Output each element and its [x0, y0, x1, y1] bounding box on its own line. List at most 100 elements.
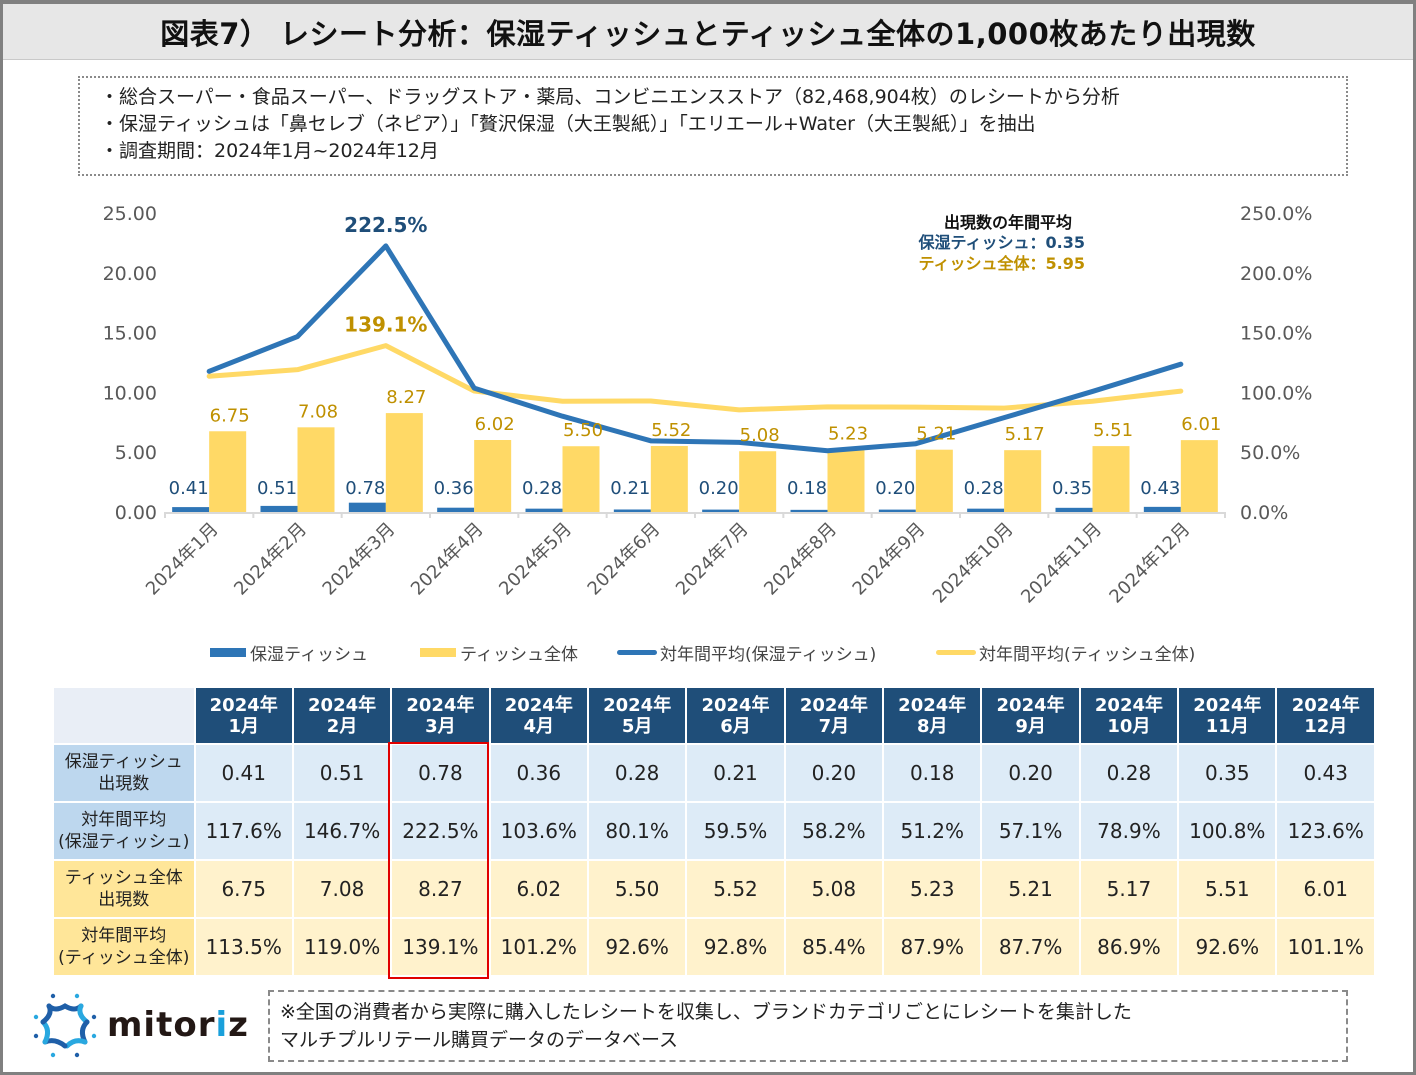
bar-label-tissue: 5.51 [1093, 420, 1133, 441]
header-year: 2024年 [209, 694, 278, 716]
table-cell: 92.6% [1179, 919, 1276, 975]
bar-label-moist: 0.41 [169, 478, 209, 499]
bar-label-tissue: 5.23 [828, 423, 868, 444]
bar-label-moist: 0.20 [699, 478, 739, 499]
right-axis-tick: 200.0% [1240, 263, 1312, 285]
table-cell: 80.1% [588, 803, 686, 859]
table-cell: 5.21 [982, 861, 1079, 917]
bar-tissue-total [1180, 440, 1218, 512]
table-header-month: 2024年 1月 [195, 688, 292, 743]
table-cell: 6.75 [195, 861, 292, 917]
table-header-row: 2024年 1月 2024年 2月 2024年 3月 2024年 4月 2024年 5月 2024年… [54, 688, 1374, 743]
bar-moist-tissue [790, 509, 828, 512]
left-axis: 0.00 5.00 10.00 15.00 20.00 25.00 [103, 203, 157, 524]
bar-tissue-total [1092, 446, 1130, 512]
left-axis-tick: 15.00 [103, 323, 157, 345]
bar-label-tissue: 5.08 [740, 425, 780, 446]
x-axis-label: 2024年9月 [849, 519, 930, 600]
bar-tissue-total [1004, 450, 1042, 512]
table-cell: 0.43 [1277, 745, 1374, 801]
bar-moist-tissue [172, 507, 210, 512]
table-cell: 0.20 [982, 745, 1079, 801]
bar-series [172, 413, 1218, 512]
header-year: 2024年 [1094, 694, 1163, 716]
right-axis-tick: 250.0% [1240, 203, 1312, 225]
table-cell: 78.9% [1080, 803, 1178, 859]
bar-tissue-total [474, 440, 512, 512]
bar-moist-tissue [437, 507, 475, 512]
table-cell: 6.01 [1277, 861, 1374, 917]
header-year: 2024年 [406, 694, 475, 716]
bar-label-moist: 0.28 [522, 478, 562, 499]
row-label: 対年間平均 (ティッシュ全体) [54, 919, 194, 975]
right-axis-tick: 0.0% [1240, 502, 1288, 524]
header-year: 2024年 [1193, 694, 1262, 716]
header-month: 3月 [425, 715, 456, 737]
table-corner [54, 688, 194, 743]
line-tissue-total-vs-avg [206, 343, 1184, 413]
table-cell: 103.6% [490, 803, 587, 859]
table-cell: 222.5% [392, 803, 489, 859]
footnote-line: マルチプルリテール購買データのデータベース [280, 1029, 679, 1051]
bar-label-tissue: 5.52 [651, 420, 691, 441]
right-axis-tick: 150.0% [1240, 323, 1312, 345]
x-axis-labels: 2024年1月 2024年2月 2024年3月 2024年4月 2024年5月 2024年… [142, 519, 1194, 608]
bar-label-tissue: 5.17 [1005, 424, 1045, 445]
bar-label-tissue: 6.02 [475, 414, 515, 435]
legend-swatch [617, 650, 657, 655]
legend-item-moist-line: 対年間平均(保湿ティッシュ) [617, 640, 876, 665]
footnote-box: ※全国の消費者から実際に購入したレシートを収集し、ブランドカテゴリごとにレシート… [268, 990, 1348, 1062]
table-cell: 0.20 [785, 745, 883, 801]
bar-tissue-total [385, 413, 423, 512]
note-line: ・保湿ティッシュは「鼻セレブ（ネピア）」「贅沢保湿（大王製紙）」「エリエール+W… [100, 113, 1036, 135]
bar-label-tissue: 7.08 [298, 401, 338, 422]
header-month: 6月 [720, 715, 751, 737]
table-cell: 113.5% [195, 919, 292, 975]
header-year: 2024年 [996, 694, 1065, 716]
bar-label-tissue: 6.75 [210, 405, 250, 426]
table-cell: 5.51 [1179, 861, 1276, 917]
bar-tissue-total [915, 449, 953, 512]
table-cell: 87.9% [884, 919, 981, 975]
bar-tissue-total [739, 451, 777, 512]
row-label: 保湿ティッシュ 出現数 [54, 745, 194, 801]
table-cell: 101.1% [1277, 919, 1374, 975]
bar-label-tissue: 5.50 [563, 420, 603, 441]
table-cell: 5.17 [1080, 861, 1178, 917]
bar-moist-tissue [613, 509, 651, 512]
peak-annotation: 222.5% [344, 213, 427, 237]
x-axis-label: 2024年12月 [1105, 519, 1194, 608]
bar-tissue-total [297, 427, 335, 512]
table-cell: 57.1% [982, 803, 1079, 859]
bar-label-moist: 0.36 [434, 478, 474, 499]
table-cell: 7.08 [293, 861, 391, 917]
title-bar: 図表7） レシート分析：保湿ティッシュとティッシュ全体の1,000枚あたり出現数 [3, 4, 1413, 60]
bar-tissue-total [209, 431, 247, 512]
row-label: ティッシュ全体 出現数 [54, 861, 194, 917]
left-axis-tick: 20.00 [103, 263, 157, 285]
legend-label: 対年間平均(保湿ティッシュ) [660, 645, 877, 665]
row-label-line: ティッシュ全体 [64, 868, 183, 888]
table-cell: 87.7% [982, 919, 1079, 975]
x-axis [164, 512, 1226, 518]
row-label: 対年間平均 (保湿ティッシュ) [54, 803, 194, 859]
table-row: 対年間平均 (ティッシュ全体) 113.5% 119.0% 139.1% 101.2% 92… [54, 919, 1374, 975]
header-month: 12月 [1304, 715, 1348, 737]
left-axis-tick: 25.00 [103, 203, 157, 225]
note-line: ・調査期間：2024年1月~2024年12月 [100, 140, 439, 162]
bar-label-moist: 0.21 [610, 478, 650, 499]
table-cell: 100.8% [1179, 803, 1276, 859]
left-axis-tick: 10.00 [103, 382, 157, 404]
table-header-month: 2024年 3月 [392, 688, 489, 743]
bar-moist-tissue [967, 508, 1005, 512]
table-cell: 0.41 [195, 745, 292, 801]
table-cell: 0.18 [884, 745, 981, 801]
x-axis-label: 2024年8月 [760, 519, 841, 600]
legend-item-tissue-line: 対年間平均(ティッシュ全体) [936, 640, 1195, 665]
table-header-month: 2024年 11月 [1179, 688, 1276, 743]
legend-label: 対年間平均(ティッシュ全体) [979, 645, 1196, 665]
table-row: ティッシュ全体 出現数 6.75 7.08 8.27 6.02 5.50 5.52 5.08 5.… [54, 861, 1374, 917]
table-header-month: 2024年 12月 [1277, 688, 1374, 743]
bar-moist-tissue [260, 505, 298, 512]
